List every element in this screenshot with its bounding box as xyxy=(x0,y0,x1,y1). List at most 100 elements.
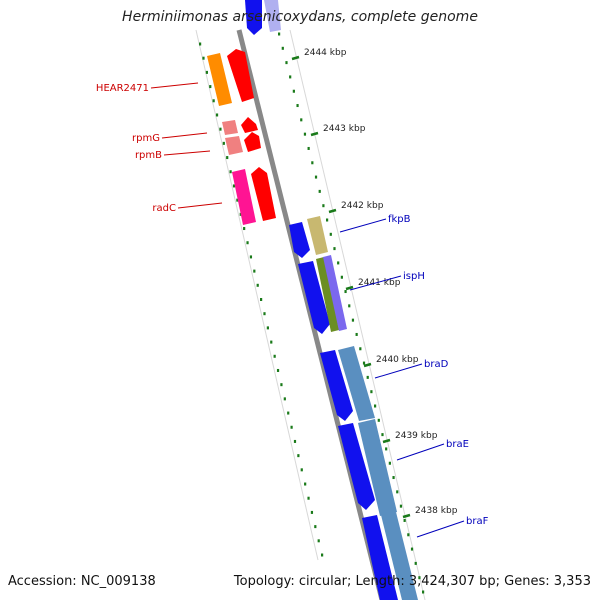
scale-dot xyxy=(322,204,325,208)
inner-dotted-scale xyxy=(199,42,324,557)
gene-rpmb xyxy=(225,132,261,155)
inner-boundary-line xyxy=(195,29,319,561)
scale-dot xyxy=(246,241,249,245)
scale-dot xyxy=(304,482,307,486)
gene-label-radc[interactable]: radC xyxy=(152,203,176,214)
scale-dot xyxy=(385,447,388,451)
scale-dot xyxy=(253,269,256,273)
scale-dot xyxy=(232,184,236,188)
genome-backbone xyxy=(236,29,385,600)
scale-label: 2439 kbp xyxy=(395,431,438,441)
scale-dot xyxy=(366,375,369,379)
scale-dot xyxy=(266,326,269,330)
scale-dot xyxy=(392,476,395,480)
left-gene-labels: HEAR2471 rpmG rpmB radC xyxy=(96,82,223,214)
scale-dot xyxy=(377,418,380,422)
gene-braf xyxy=(362,512,418,600)
scale-dot xyxy=(321,553,324,557)
scale-dot xyxy=(370,390,373,394)
scale-dot xyxy=(276,368,280,372)
scale-dot xyxy=(292,89,295,93)
scale-dot xyxy=(287,411,290,415)
scale-tick xyxy=(310,131,319,137)
scale-dot xyxy=(329,232,332,236)
scale-tick xyxy=(345,285,354,291)
scale-dot xyxy=(310,510,314,514)
gene-leader-line xyxy=(349,275,402,291)
scale-dot xyxy=(215,113,219,117)
gene-label-isph[interactable]: ispH xyxy=(403,271,425,282)
scale-dot xyxy=(374,404,377,408)
gene-label-brad[interactable]: braD xyxy=(424,359,449,370)
scale-dot xyxy=(249,255,253,259)
scale-dot xyxy=(256,283,259,287)
right-gene-labels: fkpB ispH braD braE braF xyxy=(339,214,489,538)
scale-dot xyxy=(351,318,355,322)
scale-labels: 2444 kbp 2443 kbp 2442 kbp 2441 kbp 2440 kbp… xyxy=(291,48,458,519)
gene-rpmg xyxy=(222,117,258,135)
scale-tick xyxy=(402,513,411,519)
accession-text: Accession: NC_009138 xyxy=(8,574,156,589)
scale-dot xyxy=(314,525,317,529)
scale-dot xyxy=(290,425,293,429)
gene-leader-line xyxy=(150,82,199,89)
gene-label-rpmb[interactable]: rpmB xyxy=(135,150,162,161)
scale-dot xyxy=(337,261,340,265)
scale-dot xyxy=(300,468,303,472)
top-lavender-cds xyxy=(264,0,281,32)
gene-label-fkpb[interactable]: fkpB xyxy=(388,214,411,225)
scale-dot xyxy=(273,354,276,358)
topology-summary: Topology: circular; Length: 3,424,307 bp… xyxy=(233,574,591,589)
scale-dot xyxy=(236,198,239,202)
scale-dot xyxy=(396,490,399,494)
scale-label: 2441 kbp xyxy=(358,278,401,288)
map-title: Herminiimonas arsenicoxydans, complete g… xyxy=(122,9,478,25)
scale-label: 2440 kbp xyxy=(376,355,419,365)
scale-dot xyxy=(307,146,310,150)
scale-tick xyxy=(382,438,391,444)
scale-dot xyxy=(303,132,307,136)
scale-dot xyxy=(263,312,266,316)
gene-leader-line xyxy=(163,150,211,156)
scale-dot xyxy=(355,332,358,336)
scale-dot xyxy=(333,247,336,251)
gene-brad xyxy=(320,346,375,421)
scale-dot xyxy=(381,433,384,437)
gene-leader-line xyxy=(339,218,387,233)
scale-tick xyxy=(291,55,300,61)
gene-leader-line xyxy=(416,520,465,538)
scale-dot xyxy=(212,99,215,103)
gene-label-hear2471[interactable]: HEAR2471 xyxy=(96,83,149,94)
scale-dot xyxy=(219,127,222,131)
scale-dot xyxy=(300,118,303,122)
scale-dot xyxy=(403,518,406,522)
scale-dot xyxy=(311,161,314,165)
scale-dot xyxy=(278,32,281,36)
outer-boundary-line xyxy=(289,29,426,600)
scale-tick xyxy=(328,208,337,214)
top-forward-cds xyxy=(245,0,262,35)
scale-dot xyxy=(359,347,362,351)
scale-dot xyxy=(326,218,329,222)
scale-dot xyxy=(307,496,310,500)
gene-leader-line xyxy=(374,363,423,379)
scale-dot xyxy=(293,439,297,443)
scale-dot xyxy=(407,533,410,537)
scale-dot xyxy=(229,170,232,174)
gene-label-rpmg[interactable]: rpmG xyxy=(132,133,160,144)
scale-dot xyxy=(280,383,283,387)
gene-leader-line xyxy=(396,443,445,461)
scale-dot xyxy=(314,175,318,179)
gene-leader-line xyxy=(161,132,208,139)
gene-brae xyxy=(338,419,397,516)
scale-dot xyxy=(260,298,263,301)
scale-dot xyxy=(317,539,320,543)
scale-dot xyxy=(418,576,421,580)
scale-dot xyxy=(289,75,292,79)
scale-dot xyxy=(344,290,347,294)
gene-label-brae[interactable]: braE xyxy=(446,439,469,450)
scale-dot xyxy=(285,61,288,65)
gene-label-braf[interactable]: braF xyxy=(466,516,489,527)
scale-label: 2442 kbp xyxy=(341,201,384,211)
scale-dot xyxy=(362,361,366,365)
